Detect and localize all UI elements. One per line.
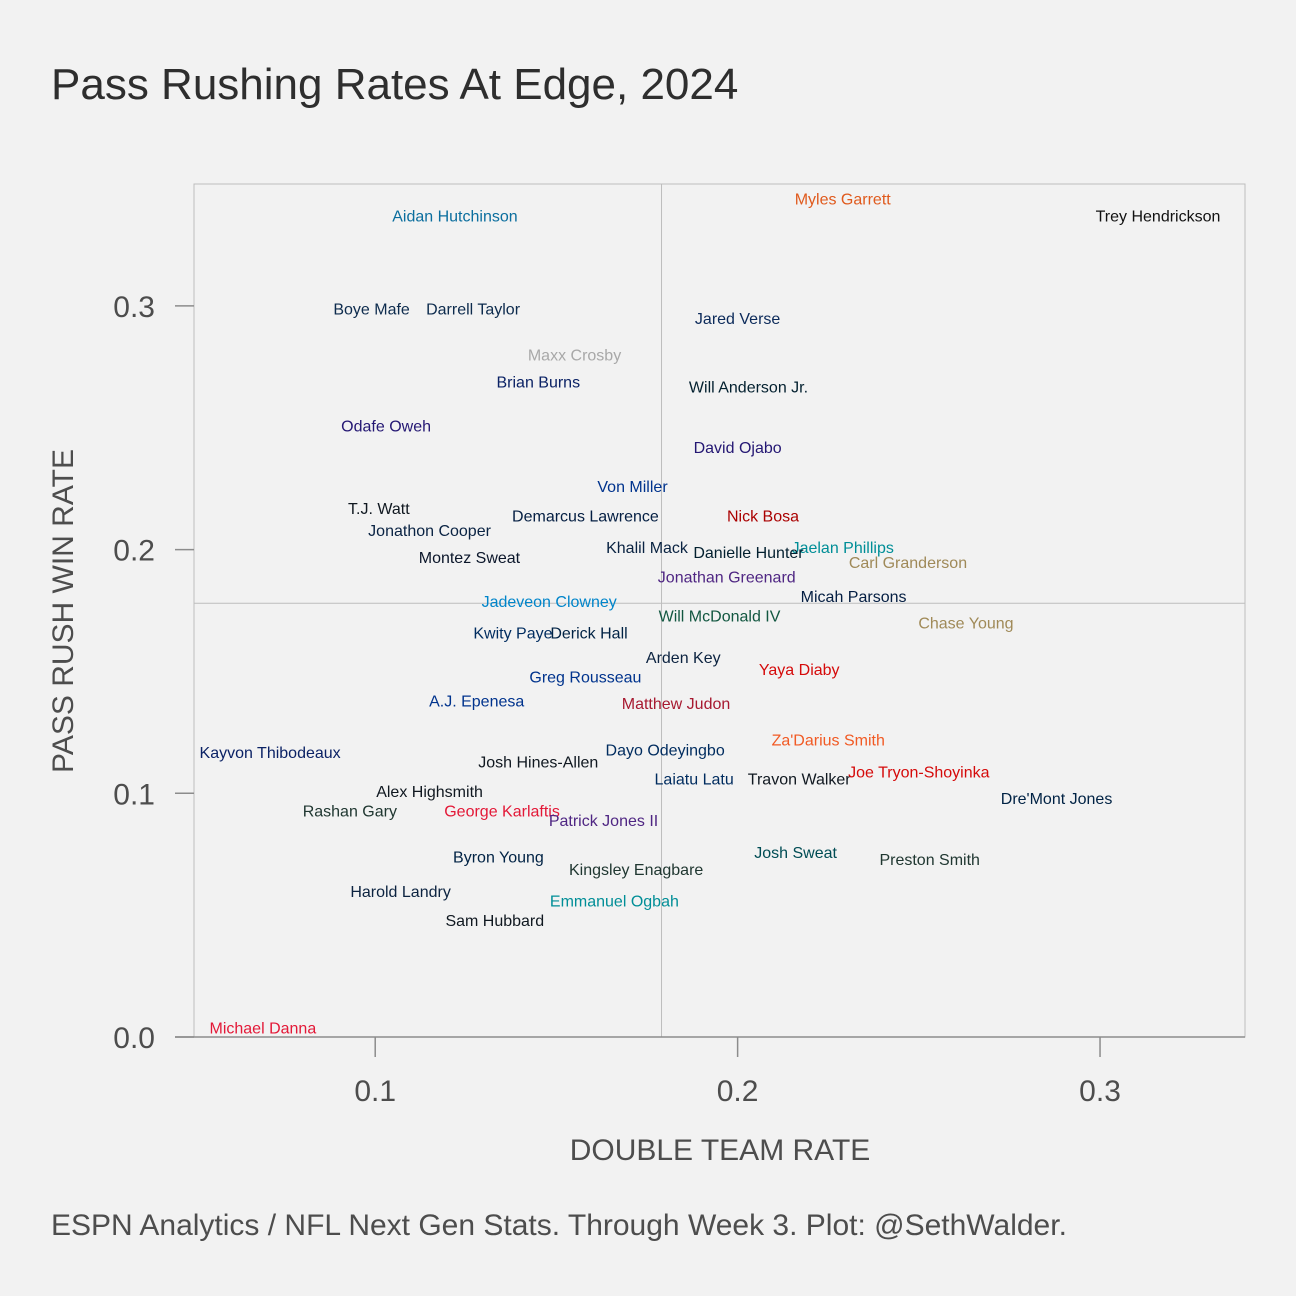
point-label: Jadeveon Clowney [482, 594, 617, 611]
point-label: Emmanuel Ogbah [550, 894, 679, 911]
point-label: Trey Hendrickson [1096, 209, 1221, 226]
point-label: Kayvon Thibodeaux [200, 745, 341, 762]
y-axis: 0.0 0.1 0.2 0.3 [113, 291, 194, 1055]
point-label: Myles Garrett [795, 192, 892, 209]
point-label: Odafe Oweh [341, 418, 431, 435]
point-label: Arden Key [646, 650, 721, 667]
point-label: Von Miller [597, 479, 668, 496]
point-label: Travon Walker [748, 772, 852, 789]
point-label: Greg Rousseau [529, 669, 641, 686]
point-label: Yaya Diaby [759, 662, 840, 679]
point-label: Dre'Mont Jones [1001, 791, 1113, 808]
point-label: Za'Darius Smith [772, 733, 885, 750]
y-tick-label: 0.0 [113, 1022, 155, 1055]
point-label: Boye Mafe [333, 301, 410, 318]
y-tick-label: 0.3 [113, 291, 155, 324]
x-tick-label: 0.3 [1079, 1075, 1121, 1108]
point-label: Josh Hines-Allen [478, 755, 598, 772]
point-label: Khalil Mack [606, 540, 689, 557]
point-label: T.J. Watt [348, 501, 410, 518]
point-label: Kingsley Enagbare [569, 862, 703, 879]
y-tick-label: 0.2 [113, 535, 155, 568]
point-label: Nick Bosa [727, 508, 799, 525]
point-label: Dayo Odeyingbo [606, 742, 725, 759]
x-axis-title: DOUBLE TEAM RATE [570, 1134, 871, 1167]
point-label: Maxx Crosby [528, 348, 621, 365]
point-label: Jaelan Phillips [792, 540, 894, 557]
point-label: Chase Young [918, 616, 1013, 633]
y-tick-label: 0.1 [113, 778, 155, 811]
point-label: Josh Sweat [754, 845, 837, 862]
point-label: Brian Burns [496, 374, 580, 391]
point-label: Rashan Gary [303, 803, 397, 820]
point-label: Patrick Jones II [549, 813, 658, 830]
point-label: Aidan Hutchinson [392, 209, 517, 226]
point-label: Sam Hubbard [445, 913, 544, 930]
point-label: Danielle Hunter [693, 545, 804, 562]
point-label: Micah Parsons [801, 589, 907, 606]
point-label: Alex Highsmith [376, 784, 483, 801]
point-label: Laiatu Latu [655, 772, 734, 789]
point-label: Preston Smith [879, 852, 979, 869]
point-label: Carl Granderson [849, 555, 967, 572]
point-label: Jared Verse [695, 311, 780, 328]
point-label: Demarcus Lawrence [512, 508, 659, 525]
x-axis: 0.1 0.2 0.3 [175, 1036, 1245, 1108]
x-tick-label: 0.1 [354, 1075, 396, 1108]
point-label: Kwity Paye [473, 625, 552, 642]
point-label: David Ojabo [694, 440, 782, 457]
point-label: Jonathan Greenard [658, 569, 796, 586]
point-label: Byron Young [453, 850, 544, 867]
point-labels: Aidan Hutchinson Myles Garrett Trey Hendri… [200, 192, 1221, 1038]
point-label: Michael Danna [209, 1020, 316, 1037]
chart-title: Pass Rushing Rates At Edge, 2024 [51, 60, 739, 109]
point-label: Joe Tryon-Shoyinka [848, 764, 990, 781]
y-axis-title: PASS RUSH WIN RATE [47, 449, 80, 773]
point-label: Will McDonald IV [659, 608, 781, 625]
point-label: Will Anderson Jr. [689, 379, 808, 396]
chart-caption: ESPN Analytics / NFL Next Gen Stats. Thr… [51, 1209, 1067, 1242]
x-tick-label: 0.2 [717, 1075, 759, 1108]
point-label: Jonathon Cooper [368, 523, 491, 540]
point-label: George Karlaftis [444, 803, 560, 820]
point-label: Derick Hall [550, 625, 627, 642]
point-label: Matthew Judon [622, 696, 731, 713]
point-label: Montez Sweat [419, 550, 521, 567]
point-label: Harold Landry [350, 884, 451, 901]
reference-lines [194, 184, 1245, 1037]
point-label: A.J. Epenesa [429, 694, 524, 711]
point-label: Darrell Taylor [426, 301, 521, 318]
